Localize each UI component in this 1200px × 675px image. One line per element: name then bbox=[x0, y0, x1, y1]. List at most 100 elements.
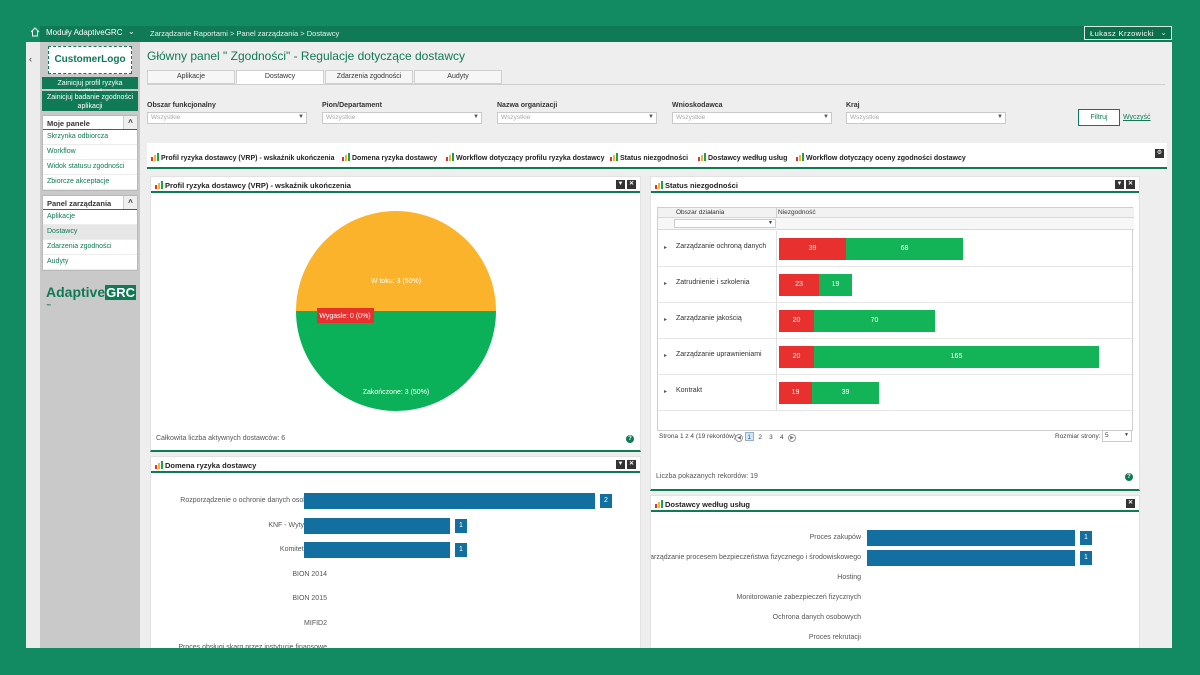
page-2[interactable]: 2 bbox=[758, 434, 762, 441]
collapse-icon[interactable]: ▼ bbox=[616, 460, 625, 469]
bar[interactable] bbox=[304, 517, 450, 534]
expand-row-icon[interactable]: ▸ bbox=[664, 281, 668, 287]
expand-row-icon[interactable]: ▸ bbox=[664, 389, 668, 395]
init-app-compliance-button[interactable]: Zainicjuj badanie zgodności aplikacji bbox=[42, 91, 138, 111]
noncompliance-open-bar[interactable]: 20 bbox=[779, 346, 814, 368]
modules-menu[interactable]: Moduły AdaptiveGRC bbox=[46, 28, 123, 37]
vrp-card-header: Profil ryzyka dostawcy (VRP) - wskaźnik … bbox=[151, 177, 640, 193]
widget-toggle-vendors-by-service[interactable]: Dostawcy według usług bbox=[698, 153, 787, 162]
sidebar-item-bulk-approvals[interactable]: Zbiorcze akceptacje bbox=[43, 175, 137, 190]
bar-label: MIFID2 bbox=[304, 619, 327, 627]
top-bar: Moduły AdaptiveGRC ⌄ Zarządzanie Raporta… bbox=[40, 26, 1172, 42]
init-app-risk-profile-button[interactable]: Zainicjuj profil ryzyka aplikacji bbox=[42, 77, 138, 96]
close-icon[interactable]: ✕ bbox=[1126, 180, 1135, 189]
col-header-noncompliance[interactable]: Niezgodność bbox=[778, 209, 816, 216]
prev-page-icon[interactable]: ◀ bbox=[735, 434, 743, 442]
col-header-area[interactable]: Obszar działania bbox=[676, 209, 725, 216]
settings-icon[interactable]: ⚙ bbox=[1155, 149, 1164, 158]
sidebar-collapse-handle[interactable]: ‹ bbox=[26, 42, 40, 648]
bar-label: BION 2014 bbox=[292, 570, 327, 578]
sidebar-item-vendors[interactable]: Dostawcy bbox=[43, 225, 137, 240]
country-select[interactable]: Wszystkie ▼ bbox=[846, 112, 1006, 124]
row-area-name: Zarządzanie ochroną danych bbox=[676, 243, 767, 250]
organization-select[interactable]: Wszystkie ▼ bbox=[497, 112, 657, 124]
col-divider bbox=[776, 208, 777, 218]
bar-value: 1 bbox=[455, 518, 467, 533]
bar[interactable] bbox=[867, 550, 1075, 566]
noncompliance-closed-bar[interactable]: 70 bbox=[814, 310, 935, 332]
filter-button[interactable]: Filtruj bbox=[1078, 109, 1120, 126]
tab-audits[interactable]: Audyty bbox=[414, 70, 502, 84]
chevron-up-icon[interactable]: ^ bbox=[123, 196, 137, 209]
page-size-select[interactable]: 5 ▼ bbox=[1102, 430, 1132, 442]
noncompliance-open-bar[interactable]: 23 bbox=[779, 274, 819, 296]
department-select[interactable]: Wszystkie ▼ bbox=[322, 112, 482, 124]
noncompliance-closed-bar[interactable]: 165 bbox=[814, 346, 1099, 368]
table-row[interactable]: ▸ Zarządzanie ochroną danych 39 68 bbox=[658, 231, 1134, 267]
collapse-icon[interactable]: ▼ bbox=[616, 180, 625, 189]
sidebar-item-workflow[interactable]: Workflow bbox=[43, 145, 137, 160]
widget-toggle-noncompliance[interactable]: Status niezgodności bbox=[610, 153, 688, 162]
sidebar-item-inbox[interactable]: Skrzynka odbiorcza bbox=[43, 130, 137, 145]
close-icon[interactable]: ✕ bbox=[1126, 499, 1135, 508]
table-row[interactable]: ▸ Zarządzanie uprawnieniami 20 165 bbox=[658, 339, 1134, 375]
management-panels-header[interactable]: Panel zarządzania ^ bbox=[43, 196, 137, 210]
close-icon[interactable]: ✕ bbox=[627, 460, 636, 469]
noncompliance-closed-bar[interactable]: 39 bbox=[812, 382, 879, 404]
bar[interactable] bbox=[304, 542, 450, 558]
area-filter-input[interactable]: ▼ bbox=[674, 219, 776, 228]
home-icon[interactable] bbox=[30, 27, 40, 37]
close-icon[interactable]: ✕ bbox=[627, 180, 636, 189]
bar[interactable] bbox=[867, 530, 1075, 546]
sidebar-item-audits[interactable]: Audyty bbox=[43, 255, 137, 270]
widget-bar: Profil ryzyka dostawcy (VRP) - wskaźnik … bbox=[147, 143, 1167, 169]
noncompliance-open-bar[interactable]: 20 bbox=[779, 310, 814, 332]
collapse-icon[interactable]: ▼ bbox=[1115, 180, 1124, 189]
pie-label-in-progress: W toku: 3 (50%) bbox=[371, 278, 421, 285]
bar-row: Proces zakupów 1 bbox=[651, 530, 1139, 546]
bar-row: Monitorowanie zabezpieczeń fizycznych bbox=[651, 590, 1139, 606]
noncompliance-open-bar[interactable]: 19 bbox=[779, 382, 812, 404]
chevron-down-icon[interactable]: ⌄ bbox=[128, 27, 135, 36]
expand-row-icon[interactable]: ▸ bbox=[664, 353, 668, 359]
page-3[interactable]: 3 bbox=[769, 434, 773, 441]
widget-toggle-risk-domain[interactable]: Domena ryzyka dostawcy bbox=[342, 153, 437, 162]
user-menu[interactable]: Łukasz Krzowicki ⌄ bbox=[1084, 26, 1172, 40]
noncompliance-status-card: Status niezgodności ▼ ✕ Obszar działania… bbox=[650, 176, 1140, 491]
bar[interactable] bbox=[304, 493, 595, 509]
bar-row: MIFID2 bbox=[151, 616, 640, 632]
expand-row-icon[interactable]: ▸ bbox=[664, 245, 668, 251]
widget-toggle-compliance-workflow[interactable]: Workflow dotyczący oceny zgodności dosta… bbox=[796, 153, 966, 162]
noncompliance-open-bar[interactable]: 39 bbox=[779, 238, 846, 260]
bar-row: Ochrona danych osobowych bbox=[651, 610, 1139, 626]
bar-value: 1 bbox=[1080, 551, 1092, 565]
tab-vendors[interactable]: Dostawcy bbox=[236, 70, 324, 84]
table-row[interactable]: ▸ Kontrakt 19 39 bbox=[658, 375, 1134, 411]
table-row[interactable]: ▸ Zarządzanie jakością 20 70 bbox=[658, 303, 1134, 339]
my-panels-header[interactable]: Moje panele ^ bbox=[43, 116, 137, 130]
bar-value: 1 bbox=[1080, 531, 1092, 545]
widget-toggle-risk-workflow[interactable]: Workflow dotyczący profilu ryzyka dostaw… bbox=[446, 153, 604, 162]
help-icon[interactable]: ? bbox=[1125, 473, 1133, 481]
noncompliance-closed-bar[interactable]: 19 bbox=[819, 274, 852, 296]
requester-select[interactable]: Wszystkie ▼ bbox=[672, 112, 832, 124]
help-icon[interactable]: ? bbox=[626, 435, 634, 443]
table-row[interactable]: ▸ Zatrudnienie i szkolenia 23 19 bbox=[658, 267, 1134, 303]
domain-card-header: Domena ryzyka dostawcy ▼ ✕ bbox=[151, 457, 640, 473]
risk-domain-card: Domena ryzyka dostawcy ▼ ✕ Rozporządzeni… bbox=[150, 456, 641, 648]
tab-applications[interactable]: Aplikacje bbox=[147, 70, 235, 84]
next-page-icon[interactable]: ▶ bbox=[788, 434, 797, 442]
sidebar-item-compliance-status[interactable]: Widok statusu zgodności bbox=[43, 160, 137, 175]
page-1[interactable]: 1 bbox=[744, 432, 754, 441]
sidebar-item-applications[interactable]: Aplikacje bbox=[43, 210, 137, 225]
vrp-pie-chart: W toku: 3 (50%) Zakończone: 3 (50%) Wyga… bbox=[296, 211, 496, 411]
tab-compliance-events[interactable]: Zdarzenia zgodności bbox=[325, 70, 413, 84]
page-4[interactable]: 4 bbox=[779, 434, 784, 441]
sidebar-item-compliance-events[interactable]: Zdarzenia zgodności bbox=[43, 240, 137, 255]
widget-toggle-vrp[interactable]: Profil ryzyka dostawcy (VRP) - wskaźnik … bbox=[151, 153, 335, 162]
chevron-up-icon[interactable]: ^ bbox=[123, 116, 137, 129]
noncompliance-closed-bar[interactable]: 68 bbox=[846, 238, 963, 260]
clear-link[interactable]: Wyczyść bbox=[1123, 114, 1151, 121]
functional-area-select[interactable]: Wszystkie ▼ bbox=[147, 112, 307, 124]
expand-row-icon[interactable]: ▸ bbox=[664, 317, 668, 323]
